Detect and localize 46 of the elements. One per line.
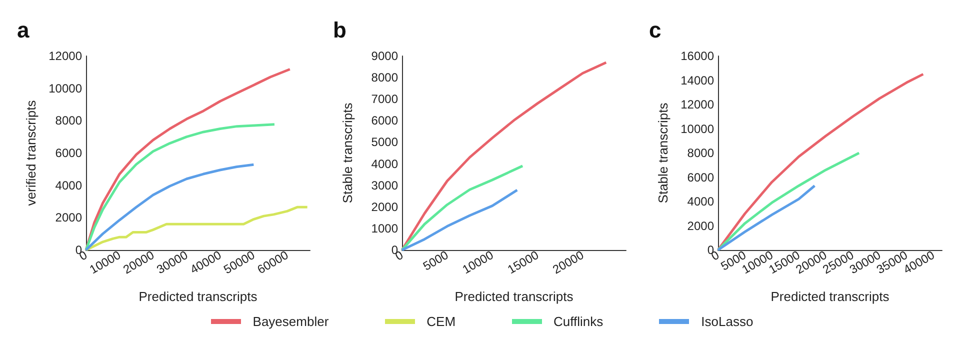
y-tick-label: 6000 xyxy=(687,170,714,184)
line-series xyxy=(716,152,860,252)
y-tick-label: 4000 xyxy=(55,178,82,192)
y-tick-label: 12000 xyxy=(680,98,714,112)
line-series xyxy=(84,68,292,252)
legend-label: CEM xyxy=(426,314,456,329)
line-series xyxy=(400,164,524,252)
y-tick-label: 2000 xyxy=(687,218,714,233)
y-tick-label: 4000 xyxy=(371,156,398,171)
y-tick-label: 14000 xyxy=(680,73,714,88)
y-tick-label: 2000 xyxy=(55,210,82,225)
y-tick-label: 5000 xyxy=(371,135,398,150)
y-tick-label: 1000 xyxy=(371,221,398,236)
y-axis-title: Stable transcripts xyxy=(656,102,671,204)
line-series xyxy=(84,123,276,252)
legend-label: Cufflinks xyxy=(554,314,604,329)
y-tick-label: 6000 xyxy=(55,146,82,160)
x-axis-title: Predicted transcripts xyxy=(770,289,890,304)
y-tick-label: 4000 xyxy=(687,194,714,208)
y-tick-label: 12000 xyxy=(48,49,82,63)
line-series xyxy=(716,184,816,252)
y-axis-title: Stable transcripts xyxy=(340,102,355,204)
y-tick-label: 8000 xyxy=(371,70,398,85)
y-tick-label: 10000 xyxy=(680,122,714,136)
y-tick-label: 8000 xyxy=(687,146,714,160)
chart-title: c xyxy=(649,18,662,42)
y-tick-label: 16000 xyxy=(680,49,714,63)
line-series xyxy=(716,72,924,252)
y-tick-label: 9000 xyxy=(371,49,398,63)
legend-label: IsoLasso xyxy=(701,314,754,329)
y-tick-label: 3000 xyxy=(371,178,398,192)
x-axis-title: Predicted transcripts xyxy=(454,289,574,304)
line-series xyxy=(400,188,518,252)
chart-title: b xyxy=(333,18,346,42)
y-tick-label: 2000 xyxy=(371,200,398,214)
y-tick-label: 8000 xyxy=(55,114,82,128)
line-series xyxy=(400,61,608,252)
x-axis-title: Predicted transcripts xyxy=(138,289,258,304)
y-axis-title: verified transcripts xyxy=(24,100,39,206)
y-tick-label: 7000 xyxy=(371,92,398,106)
x-tick-label: 5000 xyxy=(420,248,451,274)
legend-label: Bayesembler xyxy=(252,314,329,329)
line-series xyxy=(84,163,255,252)
y-tick-label: 10000 xyxy=(48,81,82,96)
y-tick-label: 6000 xyxy=(371,114,398,128)
chart-title: a xyxy=(17,18,30,42)
